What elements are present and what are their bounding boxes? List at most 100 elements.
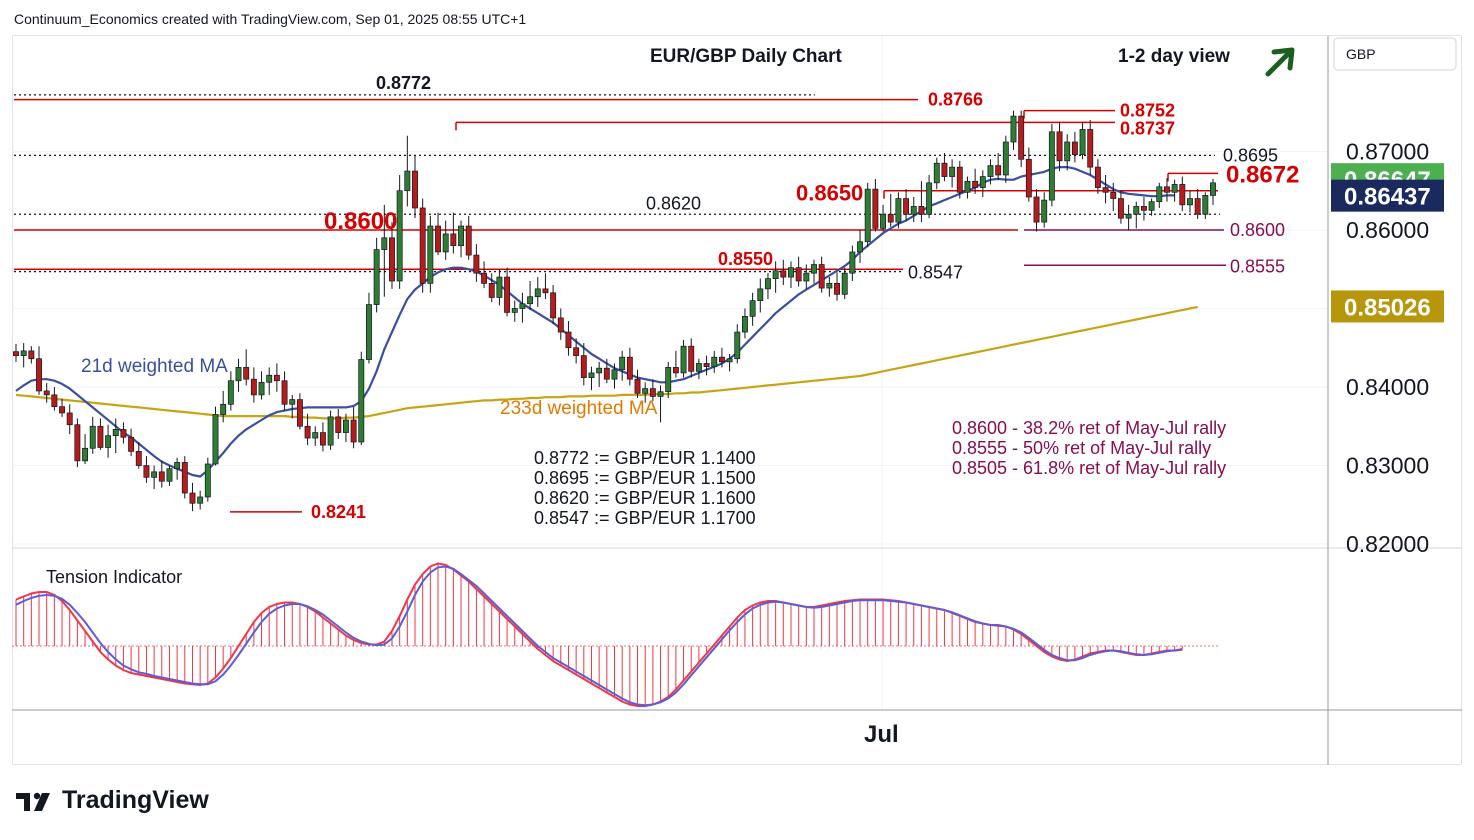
candle-body [711,356,718,367]
candle-body [634,378,641,394]
candle [657,385,664,423]
candle-body [557,317,564,333]
price-tag-label: 0.85026 [1344,294,1431,321]
candle [826,277,833,297]
candle [189,482,196,512]
candle-body [43,390,50,396]
candle [964,176,971,199]
candle [1125,204,1132,230]
candle [66,404,73,435]
candle [1010,110,1017,150]
candle-body [941,162,948,177]
price-levels [14,94,1226,513]
candle [350,406,357,449]
level-label-0.8672: 0.8672 [1226,161,1299,188]
candle [258,371,265,400]
candle [412,155,418,219]
candle-body [227,380,234,405]
candle [765,273,771,300]
candle [695,358,702,380]
candle-body [1117,198,1124,219]
candle [772,261,779,293]
candle-body [1079,129,1086,155]
level-label-0.8737: 0.8737 [1120,118,1175,138]
candle-body [1194,198,1201,215]
candle-body [611,369,618,380]
tradingview-logo-icon [16,792,50,811]
candle [504,267,511,317]
candle-body [726,358,733,363]
candle [197,490,204,510]
candle [1071,131,1078,163]
candle [458,220,464,258]
candle [864,182,871,248]
candle-body [197,496,204,504]
candle-body [788,267,794,278]
candle-body [1148,201,1155,211]
candle-body [926,182,933,215]
candle-body [82,447,89,462]
candle-body [933,162,940,184]
conversion-note: 0.8620 := GBP/EUR 1.1600 [534,488,756,508]
price-tag-label: 0.86437 [1344,184,1431,211]
candle-body [266,374,273,383]
candle-body [59,406,65,414]
candle-body [895,198,902,223]
candle [82,434,89,464]
candle [74,418,81,468]
candle [51,387,58,411]
candle-body [1010,115,1017,143]
candle [181,456,188,499]
candle-body [1094,166,1101,188]
candle-body [580,355,587,378]
candle [243,349,250,386]
candle-body [342,419,349,433]
candle [1194,189,1201,219]
level-label-0.8550: 0.8550 [718,249,773,269]
candle-body [995,165,1002,176]
candle [987,159,994,185]
candle [381,204,388,297]
candle-body [795,267,802,282]
candle-body [419,207,426,284]
candle [296,393,303,430]
price-tick-label: 0.83000 [1346,453,1429,479]
candle [665,361,672,399]
price-tag [1331,290,1444,323]
tradingview-logo[interactable]: TradingView [16,786,209,815]
level-label-0.8650: 0.8650 [796,181,863,206]
candle-body [703,363,710,367]
candle-body [818,264,825,289]
candle [28,346,35,364]
candle [97,418,104,450]
tension-indicator [12,562,1218,707]
candle [511,300,518,322]
candle-body [166,468,173,482]
candle [1202,192,1209,219]
candle [1179,176,1186,212]
candles [13,110,1216,512]
candle [366,292,372,364]
candle [373,237,380,313]
candle [995,153,1002,180]
candle [1133,201,1140,229]
candle [542,273,549,300]
fib-note: 0.8600 - 38.2% ret of May-Jul rally [952,418,1226,438]
candle [435,212,441,256]
candle [13,343,19,362]
candle-body [565,331,572,349]
candle [235,358,242,392]
candle-body [1202,195,1209,215]
tradingview-brand: TradingView [62,786,209,814]
candle-body [120,429,127,438]
candle-body [649,388,656,397]
candle-body [504,276,511,313]
candle-body [74,424,81,462]
chart-frame [12,35,1462,765]
candle-body [918,206,925,215]
candle-body [573,347,580,356]
candle-body [473,254,480,274]
candle-body [987,165,994,177]
candle [688,338,695,378]
